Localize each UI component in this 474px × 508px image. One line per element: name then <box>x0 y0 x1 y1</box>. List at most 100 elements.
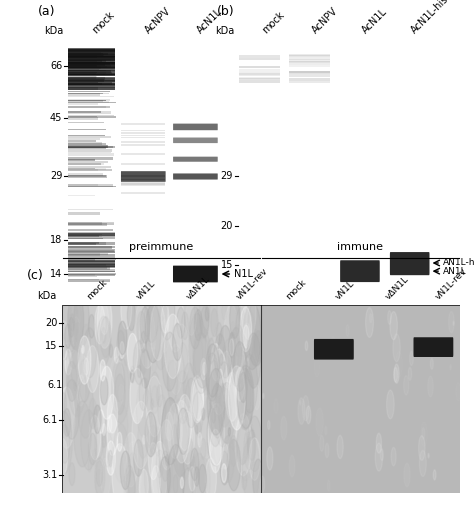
Circle shape <box>220 451 229 485</box>
Circle shape <box>68 350 86 417</box>
Text: kDa: kDa <box>215 25 235 36</box>
Bar <box>68 273 116 275</box>
Circle shape <box>125 441 142 504</box>
Bar <box>68 51 115 53</box>
Circle shape <box>112 443 128 505</box>
Circle shape <box>130 370 134 383</box>
Circle shape <box>62 291 78 353</box>
Text: AcNPV: AcNPV <box>310 6 340 36</box>
Circle shape <box>82 345 84 353</box>
Bar <box>121 132 165 134</box>
Circle shape <box>236 367 245 401</box>
Circle shape <box>190 307 201 349</box>
Circle shape <box>233 342 246 391</box>
Bar <box>121 123 165 125</box>
Circle shape <box>201 306 209 338</box>
Bar <box>68 82 99 83</box>
Circle shape <box>177 343 188 384</box>
Circle shape <box>183 468 193 507</box>
Bar <box>68 87 115 90</box>
Bar <box>68 66 115 69</box>
Text: vN1L-rev: vN1L-rev <box>234 266 269 301</box>
Circle shape <box>219 383 235 443</box>
Bar <box>68 62 115 66</box>
Circle shape <box>246 409 252 433</box>
Circle shape <box>100 317 111 358</box>
Circle shape <box>263 393 264 399</box>
Circle shape <box>194 280 210 338</box>
Circle shape <box>209 394 222 447</box>
Bar <box>68 80 115 82</box>
Bar <box>68 73 115 75</box>
Bar <box>68 235 115 236</box>
Circle shape <box>151 350 157 372</box>
Circle shape <box>146 376 163 437</box>
Circle shape <box>237 368 253 430</box>
Bar <box>68 82 115 85</box>
Bar <box>68 265 115 267</box>
Circle shape <box>229 435 237 466</box>
Bar <box>68 271 115 272</box>
Bar <box>68 82 111 85</box>
Bar <box>68 61 115 65</box>
Bar <box>121 173 165 175</box>
Circle shape <box>201 359 207 380</box>
Circle shape <box>117 432 122 451</box>
Bar <box>68 260 115 262</box>
Bar <box>68 85 115 88</box>
Bar <box>289 61 330 63</box>
Bar <box>68 62 115 65</box>
Bar <box>68 65 96 66</box>
Circle shape <box>156 450 164 478</box>
Bar <box>68 70 111 73</box>
Bar <box>68 72 106 74</box>
Circle shape <box>222 302 227 320</box>
Bar <box>68 111 111 114</box>
Circle shape <box>67 361 77 401</box>
Bar <box>68 57 115 60</box>
Circle shape <box>89 398 97 429</box>
Circle shape <box>222 339 235 387</box>
Text: 15: 15 <box>45 341 58 352</box>
Text: vN1L: vN1L <box>334 278 356 301</box>
Circle shape <box>222 443 229 469</box>
Circle shape <box>146 310 156 347</box>
Bar <box>68 70 106 71</box>
Circle shape <box>165 455 169 466</box>
Circle shape <box>114 347 118 363</box>
Circle shape <box>107 416 112 433</box>
Bar <box>68 129 106 130</box>
Circle shape <box>126 470 135 505</box>
Text: AN1L-his: AN1L-his <box>443 259 474 268</box>
FancyBboxPatch shape <box>173 266 218 282</box>
Bar <box>121 171 165 173</box>
Bar <box>68 251 115 253</box>
Bar <box>68 279 110 281</box>
Circle shape <box>201 438 206 459</box>
Circle shape <box>243 302 261 370</box>
Circle shape <box>185 378 198 428</box>
Circle shape <box>137 365 141 377</box>
Circle shape <box>150 303 165 360</box>
Bar <box>68 65 115 68</box>
Circle shape <box>82 324 91 357</box>
Circle shape <box>140 348 147 373</box>
Bar <box>68 59 115 61</box>
Bar <box>68 55 97 57</box>
Bar <box>68 175 107 178</box>
Circle shape <box>118 321 127 355</box>
Circle shape <box>65 350 72 375</box>
FancyBboxPatch shape <box>340 260 380 282</box>
Bar <box>68 79 103 82</box>
Bar <box>68 146 113 148</box>
Bar <box>121 142 165 143</box>
Circle shape <box>84 358 89 375</box>
Circle shape <box>139 469 148 503</box>
Circle shape <box>86 345 99 393</box>
Circle shape <box>145 448 161 508</box>
Bar <box>68 73 96 75</box>
Circle shape <box>216 323 222 344</box>
Circle shape <box>160 316 164 330</box>
Circle shape <box>66 368 72 388</box>
Circle shape <box>88 460 91 472</box>
